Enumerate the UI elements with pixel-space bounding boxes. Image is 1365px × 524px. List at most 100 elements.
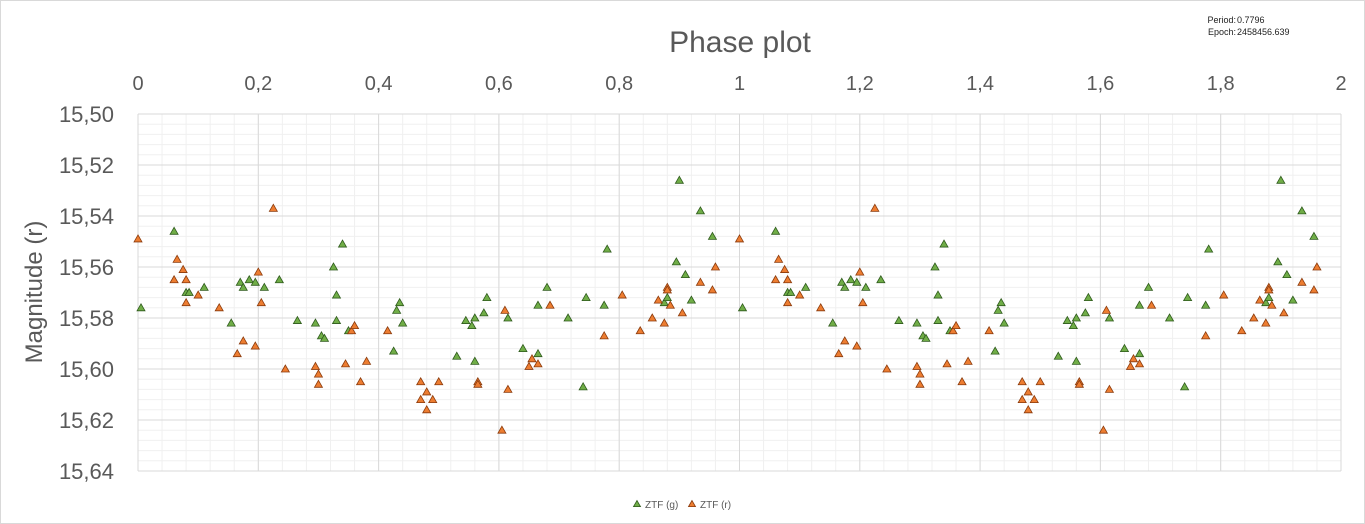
ztf-g-point: [244, 274, 254, 284]
ztf-g-point: [912, 318, 922, 327]
ztf-r-point: [503, 384, 513, 393]
legend-label-ztf-r: ZTF (r): [700, 500, 731, 511]
ztf-r-point: [840, 336, 850, 345]
legend-label-ztf-g: ZTF (g): [645, 500, 678, 511]
ztf-g-point: [578, 382, 588, 391]
ztf-r-point: [942, 359, 952, 368]
ztf-r-point: [617, 290, 627, 299]
ztf-g-point: [1068, 320, 1079, 330]
ztf-r-point: [181, 274, 191, 284]
ztf-r-point: [1309, 285, 1319, 294]
y-tick-label: 15,62: [59, 408, 114, 433]
ztf-r-point: [662, 285, 673, 294]
ztf-g-point: [659, 297, 670, 307]
ztf-r-point: [361, 356, 372, 365]
ztf-g-point: [1119, 343, 1130, 353]
ztf-r-point: [1104, 384, 1115, 393]
ztf-g-point: [828, 318, 838, 327]
ztf-g-point: [996, 297, 1006, 307]
y-tick-label: 15,54: [59, 204, 114, 229]
ztf-g-point: [503, 313, 513, 322]
ztf-g-point: [662, 292, 673, 302]
ztf-g-point: [563, 313, 573, 322]
ztf-g-point: [328, 262, 339, 271]
ztf-g-point: [482, 292, 492, 302]
ztf-r-point: [782, 274, 793, 284]
ztf-g-point: [1143, 282, 1154, 291]
ztf-r-point: [422, 387, 432, 396]
ztf-r-point: [250, 341, 260, 350]
ztf-g-point: [394, 297, 405, 307]
ztf-g-point: [930, 262, 940, 271]
y-tick-label: 15,58: [59, 306, 114, 331]
major-gridlines: [137, 113, 1342, 472]
ztf-r-point: [1101, 305, 1112, 314]
ztf-g-point: [1071, 356, 1082, 365]
ztf-r-point: [172, 254, 182, 263]
ztf-r-point: [416, 394, 426, 404]
ztf-r-point: [855, 267, 865, 276]
ztf-g-point: [461, 315, 471, 324]
ztf-r-point: [707, 285, 718, 294]
ztf-g-point: [470, 313, 480, 322]
data-points: [133, 175, 1322, 434]
ztf-r-point: [1237, 325, 1247, 335]
ztf-r-point: [473, 379, 483, 388]
ztf-r-point: [524, 361, 534, 370]
ztf-g-point: [852, 277, 862, 286]
ztf-g-point: [1264, 292, 1274, 302]
ztf-r-point: [1312, 262, 1322, 271]
ztf-g-point: [1053, 351, 1063, 360]
ztf-g-point: [1288, 295, 1298, 304]
ztf-g-point: [990, 346, 1000, 355]
ztf-g-point: [1282, 269, 1292, 279]
ztf-g-point: [226, 318, 236, 327]
ztf-r-point: [349, 320, 360, 330]
ztf-g-point: [1164, 313, 1175, 322]
ztf-g-point: [800, 282, 811, 291]
legend: ZTF (g) ZTF (r): [632, 499, 731, 511]
ztf-g-point: [785, 287, 796, 296]
ztf-r-point: [963, 356, 973, 365]
ztf-g-point: [840, 282, 850, 291]
ztf-g-point: [1134, 348, 1145, 358]
y-axis-ticks: 15,50 15,52 15,54 15,56 15,58 15,60 15,62 15,64: [59, 102, 114, 484]
x-tick-label: 1: [734, 73, 745, 95]
ztf-g-point: [533, 300, 543, 309]
ztf-r-point: [181, 297, 191, 307]
ztf-r-point: [782, 297, 793, 307]
ztf-r-point: [635, 325, 645, 335]
ztf-r-point: [852, 341, 862, 350]
chart-title: Phase plot: [669, 26, 811, 59]
ztf-r-point: [133, 234, 143, 243]
ztf-r-point: [870, 203, 880, 212]
ztf-g-point: [876, 274, 886, 284]
ztf-r-point: [1134, 359, 1145, 368]
y-tick-label: 15,60: [59, 357, 114, 382]
ztf-r-point: [951, 320, 961, 330]
x-tick-label: 2: [1335, 73, 1346, 95]
ztf-r-point: [256, 297, 266, 307]
ztf-r-point: [858, 297, 868, 307]
ztf-r-point: [1297, 277, 1307, 286]
ztf-g-point: [136, 302, 146, 312]
ztf-r-point: [1200, 331, 1211, 340]
x-tick-label: 0,4: [365, 73, 393, 95]
ztf-r-point: [984, 325, 994, 335]
ztf-g-point: [939, 239, 949, 248]
ztf-g-point: [695, 206, 706, 215]
y-tick-label: 15,50: [59, 102, 114, 127]
ztf-r-point: [659, 318, 670, 327]
ztf-g-point: [292, 315, 303, 324]
ztf-g-point: [674, 175, 685, 184]
ztf-g-point: [599, 300, 609, 309]
ztf-g-point: [1309, 231, 1319, 240]
ztf-g-point: [479, 308, 489, 317]
ztf-r-point: [710, 262, 721, 271]
ztf-r-point: [1264, 285, 1274, 294]
ztf-g-point: [671, 257, 682, 266]
ztf-r-point: [1017, 394, 1027, 404]
ztf-r-point: [527, 353, 537, 363]
ztf-r-point: [834, 348, 844, 358]
